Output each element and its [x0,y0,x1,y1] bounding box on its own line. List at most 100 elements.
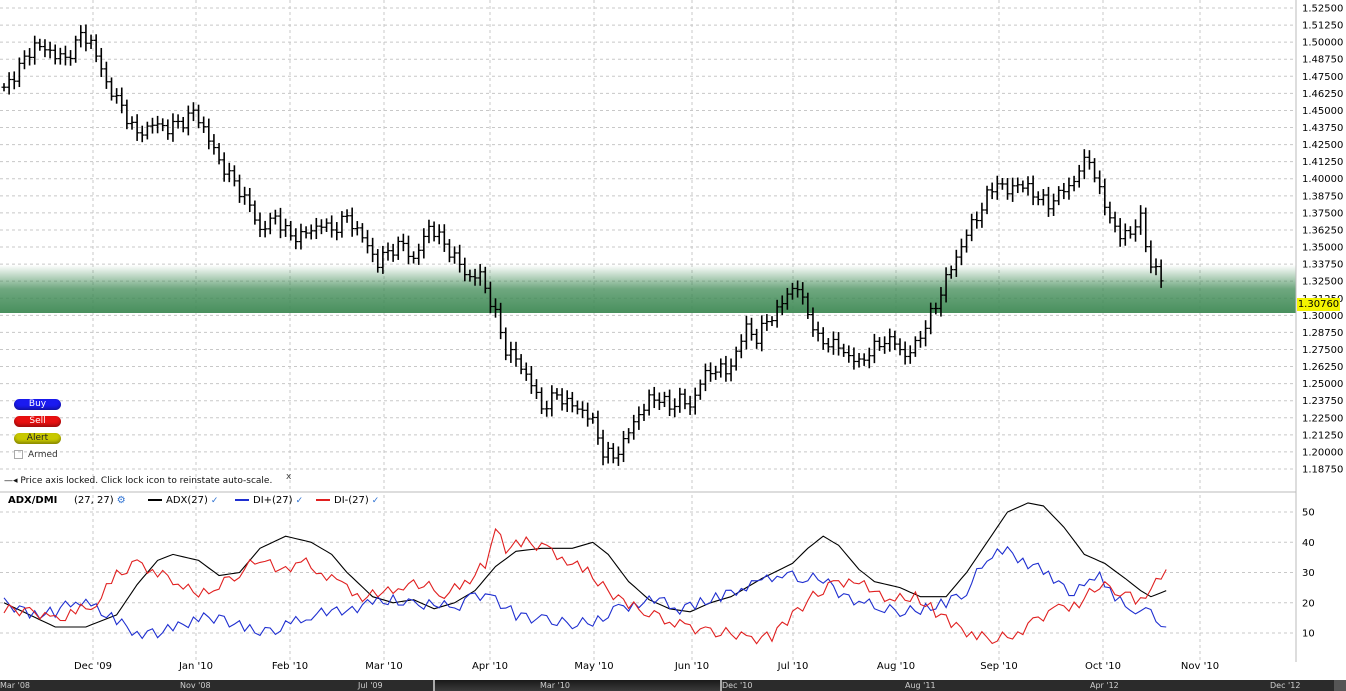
navigator-label: Aug '11 [905,681,936,690]
ohlc-bar [1010,177,1016,202]
ohlc-bar [917,330,923,348]
ohlc-bar [308,224,314,240]
armed-checkbox[interactable] [14,450,23,459]
ohlc-bar [426,219,432,244]
ohlc-bar [88,34,94,49]
ohlc-bar [672,398,678,418]
ohlc-bar [743,315,749,350]
ohlc-bar [615,446,621,466]
price-tick-label: 1.43750 [1302,123,1343,134]
ohlc-bar [170,113,176,142]
settings-icon[interactable]: ⚙ [116,495,126,506]
adx-line [3,502,1167,628]
scroll-right-button[interactable] [1334,680,1346,691]
ohlc-bar [405,235,411,265]
ohlc-bar [600,429,606,466]
indicator-axis: 10 20 30 40 50 [1302,508,1315,640]
ohlc-bar [78,25,84,48]
ohlc-bar [948,265,954,279]
ohlc-bar [580,401,586,419]
ohlc-bar [1102,178,1108,216]
ohlc-bar [293,228,299,250]
legend-adx[interactable]: ADX(27) ✓ [148,495,218,506]
ohlc-bar [359,223,365,243]
ohlc-bar [1076,164,1082,188]
ohlc-bar [416,243,422,265]
ohlc-bar [841,343,847,357]
ohlc-bar [907,345,913,364]
ohlc-bar [938,287,944,317]
ohlc-bar [667,389,673,417]
ohlc-bar [16,57,22,88]
ohlc-bar [339,211,345,238]
ohlc-bar [21,50,27,70]
ohlc-bar [462,257,468,282]
ohlc-bar [365,230,371,254]
ohlc-bar [518,354,524,375]
ohlc-bar [180,116,186,133]
ohlc-bar [262,220,268,238]
indicator-params[interactable]: (27, 27) ⚙ [74,495,126,506]
navigator-thumb[interactable] [433,680,722,691]
price-tick-label: 1.23750 [1302,396,1343,407]
ohlc-bar [155,115,161,134]
ohlc-bar [380,245,386,274]
ohlc-bar [702,363,708,392]
ohlc-bar [211,134,217,155]
ohlc-bar [836,332,842,356]
di-plus-line [3,545,1167,640]
indicator-name[interactable]: ADX/DMI [8,495,58,506]
ohlc-bar [569,391,575,413]
check-icon[interactable]: ✓ [295,496,304,506]
ohlc-bar [216,143,222,165]
ohlc-bar [892,330,898,351]
ohlc-bar [129,116,135,130]
ohlc-bar [728,358,734,382]
ohlc-bar [190,102,196,122]
check-icon[interactable]: ✓ [210,496,219,506]
time-tick-label: Apr '10 [472,661,508,672]
ohlc-bar [523,362,529,381]
ohlc-bar [93,34,99,63]
ohlc-bar [103,61,109,89]
ohlc-bar [1127,226,1133,239]
ohlc-bar [124,99,130,130]
ohlc-bar [687,395,693,415]
ohlc-bar [1133,219,1139,242]
ohlc-bar [349,207,355,237]
ohlc-bar [887,328,893,352]
indicator-tick-label: 40 [1302,538,1315,549]
buy-button[interactable]: Buy [14,399,61,410]
close-icon[interactable]: x [286,472,292,482]
ohlc-bar [1035,191,1041,206]
ohlc-bar [231,165,237,187]
armed-toggle[interactable]: Armed [14,450,58,460]
ohlc-bar [805,292,811,319]
ohlc-bar [764,314,770,331]
alert-button[interactable]: Alert [14,433,61,444]
time-axis: Dec '09 Jan '10 Feb '10 Mar '10 Apr '10 May '… [74,661,1219,672]
di-plus-swatch [235,499,249,501]
ohlc-bar [73,35,79,63]
ohlc-bar [912,336,918,357]
legend-di-minus[interactable]: DI-(27) ✓ [316,495,379,506]
ohlc-bar [897,338,903,356]
ohlc-bar [283,218,289,237]
time-tick-label: Dec '09 [74,661,112,672]
ohlc-bar [626,428,632,444]
ohlc-bar [999,178,1005,190]
price-tick-label: 1.51250 [1302,21,1343,32]
check-icon[interactable]: ✓ [371,496,380,506]
ohlc-bar [795,280,801,298]
ohlc-bar [421,228,427,259]
ohlc-bar [539,387,545,415]
price-grid [0,0,1296,662]
ohlc-bar [610,443,616,464]
price-bars [1,24,1164,466]
arrow-left-icon: —◂ [4,476,18,486]
indicator-tick-label: 50 [1302,508,1315,519]
time-tick-label: Jan '10 [178,661,213,672]
legend-di-plus[interactable]: DI+(27) ✓ [235,495,303,506]
sell-button[interactable]: Sell [14,416,61,427]
ohlc-bar [713,365,719,380]
